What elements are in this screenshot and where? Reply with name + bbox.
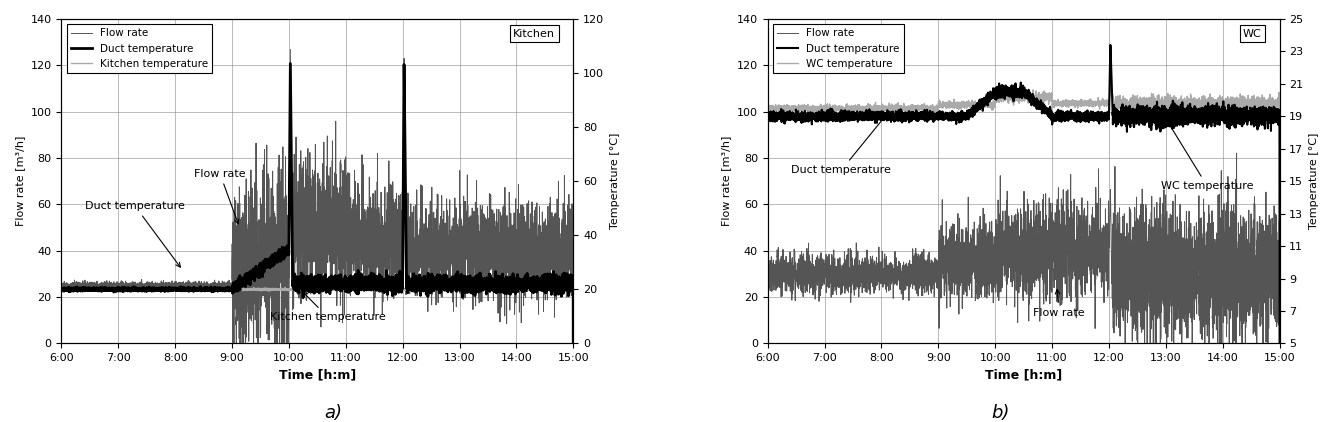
Text: Flow rate: Flow rate (1033, 289, 1085, 318)
Text: a): a) (324, 404, 343, 422)
Text: Duct temperature: Duct temperature (85, 201, 185, 267)
X-axis label: Time [h:m]: Time [h:m] (984, 369, 1062, 381)
Legend: Flow rate, Duct temperature, WC temperature: Flow rate, Duct temperature, WC temperat… (772, 24, 904, 73)
Text: Kitchen temperature: Kitchen temperature (269, 292, 386, 322)
Text: WC temperature: WC temperature (1158, 107, 1254, 191)
Text: Flow rate: Flow rate (195, 168, 245, 224)
X-axis label: Time [h:m]: Time [h:m] (279, 369, 356, 381)
Text: WC: WC (1243, 29, 1262, 39)
Y-axis label: Temperature [°C]: Temperature [°C] (610, 133, 620, 230)
Text: Duct temperature: Duct temperature (791, 115, 891, 175)
Text: b): b) (991, 404, 1010, 422)
Y-axis label: Flow rate [m³/h]: Flow rate [m³/h] (15, 136, 25, 226)
Text: Kitchen: Kitchen (514, 29, 555, 39)
Y-axis label: Flow rate [m³/h]: Flow rate [m³/h] (722, 136, 731, 226)
Y-axis label: Temperature [°C]: Temperature [°C] (1309, 133, 1319, 230)
Legend: Flow rate, Duct temperature, Kitchen temperature: Flow rate, Duct temperature, Kitchen tem… (67, 24, 212, 73)
